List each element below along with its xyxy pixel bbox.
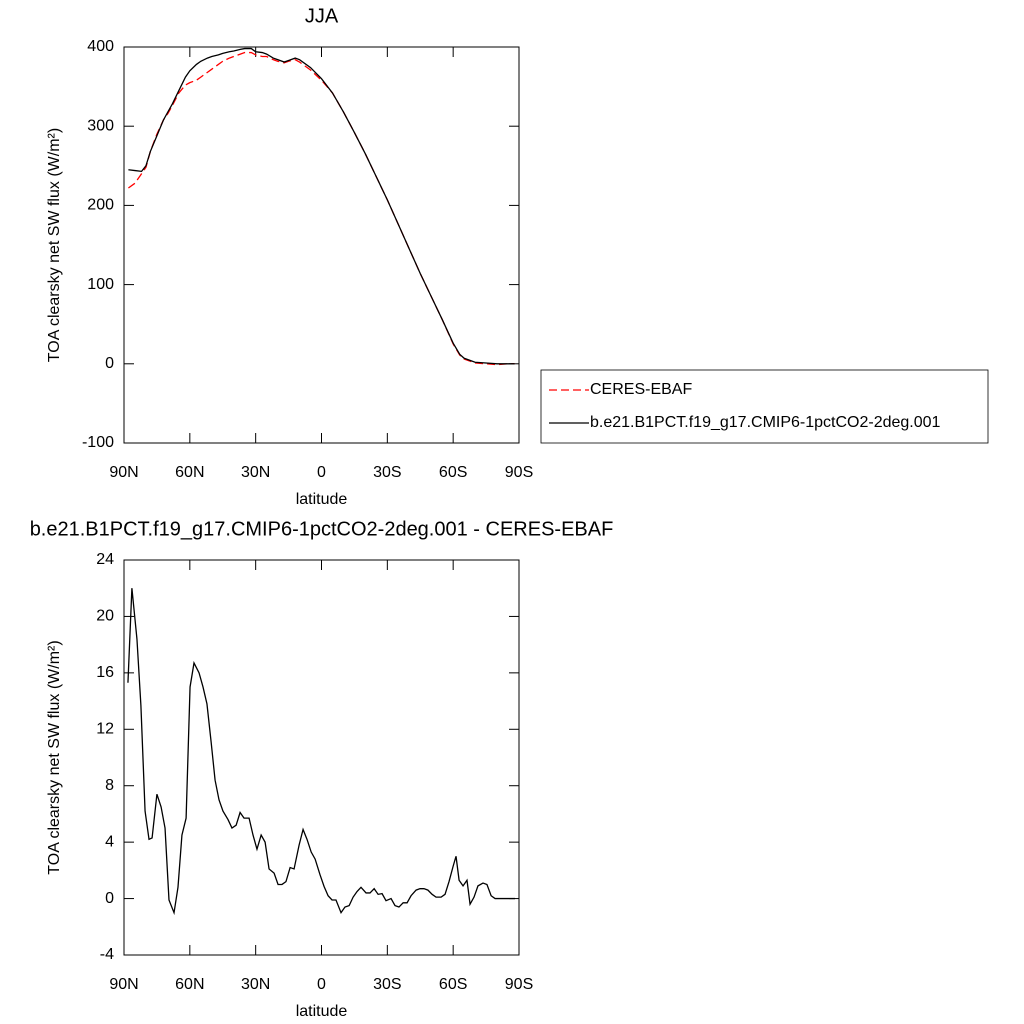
- y-tick-label: 8: [105, 777, 114, 794]
- y-tick-label: 4: [105, 833, 114, 850]
- x-tick-label: 0: [317, 464, 326, 481]
- x-axis-label: latitude: [296, 491, 348, 508]
- y-tick-label: 300: [87, 117, 114, 134]
- y-tick-label: -4: [100, 946, 114, 963]
- x-tick-label: 30N: [241, 464, 270, 481]
- y-axis-label: TOA clearsky net SW flux (W/m²): [46, 128, 63, 362]
- y-axis-label: TOA clearsky net SW flux (W/m²): [46, 640, 63, 874]
- plot-frame: [123, 46, 520, 444]
- x-tick-label: 60N: [175, 976, 204, 993]
- x-tick-label: 0: [317, 976, 326, 993]
- x-tick-label: 90N: [109, 464, 138, 481]
- x-tick-label: 90S: [505, 976, 533, 993]
- y-tick-label: 20: [96, 608, 114, 625]
- x-tick-label: 90N: [109, 976, 138, 993]
- x-axis-label: latitude: [296, 1003, 348, 1020]
- y-tick-label: 16: [96, 664, 114, 681]
- y-tick-label: 24: [96, 551, 114, 568]
- data-line: [127, 588, 516, 916]
- legend-label: b.e21.B1PCT.f19_g17.CMIP6-1pctCO2-2deg.0…: [590, 414, 941, 431]
- y-tick-label: 0: [105, 890, 114, 907]
- x-tick-label: 30S: [373, 976, 401, 993]
- x-tick-label: 60N: [175, 464, 204, 481]
- chart-title: b.e21.B1PCT.f19_g17.CMIP6-1pctCO2-2deg.0…: [30, 518, 614, 540]
- x-tick-label: 60S: [439, 464, 467, 481]
- y-tick-label: 100: [87, 276, 114, 293]
- data-line: [128, 51, 515, 366]
- legend-label: CERES-EBAF: [590, 381, 692, 398]
- y-tick-label: 0: [105, 355, 114, 372]
- x-tick-label: 90S: [505, 464, 533, 481]
- x-tick-label: 30S: [373, 464, 401, 481]
- chart-title: JJA: [305, 5, 339, 27]
- legend-box: [540, 369, 989, 444]
- y-tick-label: 400: [87, 38, 114, 55]
- y-tick-label: 12: [96, 721, 114, 738]
- x-tick-label: 60S: [439, 976, 467, 993]
- y-tick-label: -100: [82, 434, 114, 451]
- plot-frame: [123, 559, 520, 956]
- x-tick-label: 30N: [241, 976, 270, 993]
- y-tick-label: 200: [87, 197, 114, 214]
- data-line: [128, 47, 515, 365]
